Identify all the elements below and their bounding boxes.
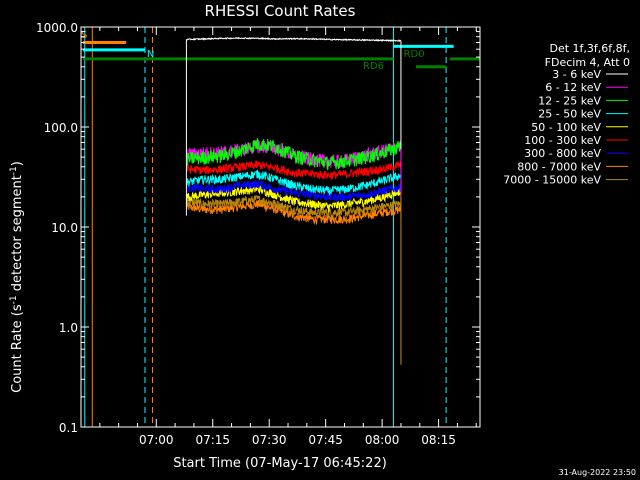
series-layer bbox=[185, 36, 402, 365]
x-axis: 07:00 07:15 07:30 07:45 08:00 08:15 bbox=[99, 27, 477, 447]
series-line bbox=[186, 36, 402, 43]
legend-label: 300 - 800 keV bbox=[524, 147, 601, 160]
y-axis-label-sup2: -1 bbox=[9, 166, 19, 175]
y-axis-label-main: Count Rate (s bbox=[10, 304, 25, 393]
plot-area: S N RD0 RD6 bbox=[80, 26, 481, 428]
annotation-s: S bbox=[81, 30, 87, 41]
x-tick-label: 08:00 bbox=[365, 433, 400, 447]
annotation-rd6: RD6 bbox=[363, 61, 384, 72]
legend-header-line2: FDecim 4, Att 0 bbox=[545, 56, 630, 69]
x-axis-label: Start Time (07-May-17 06:45:22) bbox=[173, 456, 387, 471]
footer-date: 31-Aug-2022 23:50 bbox=[559, 468, 636, 477]
x-tick-label: 07:45 bbox=[308, 433, 343, 447]
series-line bbox=[185, 194, 402, 219]
y-axis-label-close: ) bbox=[10, 161, 25, 166]
y-tick-label: 1000.0 bbox=[36, 21, 78, 35]
y-tick-label: 10.0 bbox=[51, 221, 78, 235]
series-line bbox=[185, 200, 402, 226]
x-tick-label: 07:00 bbox=[139, 433, 174, 447]
legend-label: 25 - 50 keV bbox=[538, 108, 601, 121]
y-axis-label-rest: detector segment bbox=[10, 175, 25, 295]
series-line bbox=[185, 185, 402, 213]
legend-header-line1: Det 1f,3f,6f,8f, bbox=[549, 42, 630, 55]
series-line bbox=[185, 169, 402, 196]
y-axis: 0.1 1.0 10.0 100.0 1000.0 bbox=[36, 21, 480, 435]
x-tick-label: 07:15 bbox=[195, 433, 230, 447]
legend: Det 1f,3f,6f,8f, FDecim 4, Att 0 3 - 6 k… bbox=[503, 42, 630, 187]
x-tick-label: 07:30 bbox=[252, 433, 287, 447]
legend-label: 800 - 7000 keV bbox=[517, 160, 601, 173]
legend-label: 3 - 6 keV bbox=[552, 68, 601, 81]
legend-label: 7000 - 15000 keV bbox=[503, 174, 601, 187]
y-tick-label: 100.0 bbox=[44, 121, 78, 135]
y-axis-label-sup: -1 bbox=[9, 295, 19, 304]
instrument-state-markers: S N RD0 RD6 bbox=[81, 27, 480, 427]
y-tick-label: 1.0 bbox=[59, 321, 78, 335]
annotation-n: N bbox=[147, 49, 154, 60]
x-tick-label: 08:15 bbox=[421, 433, 456, 447]
y-axis-label: Count Rate (s-1 detector segment-1) bbox=[9, 161, 25, 393]
legend-label: 12 - 25 keV bbox=[538, 94, 601, 107]
legend-label: 6 - 12 keV bbox=[545, 81, 601, 94]
series-line bbox=[185, 160, 402, 181]
legend-label: 100 - 300 keV bbox=[524, 134, 601, 147]
legend-label: 50 - 100 keV bbox=[531, 121, 601, 134]
series-line bbox=[185, 138, 402, 171]
annotation-rd0: RD0 bbox=[404, 49, 425, 60]
chart-title: RHESSI Count Rates bbox=[205, 2, 356, 20]
y-tick-label: 0.1 bbox=[59, 421, 78, 435]
series-line bbox=[185, 180, 402, 202]
